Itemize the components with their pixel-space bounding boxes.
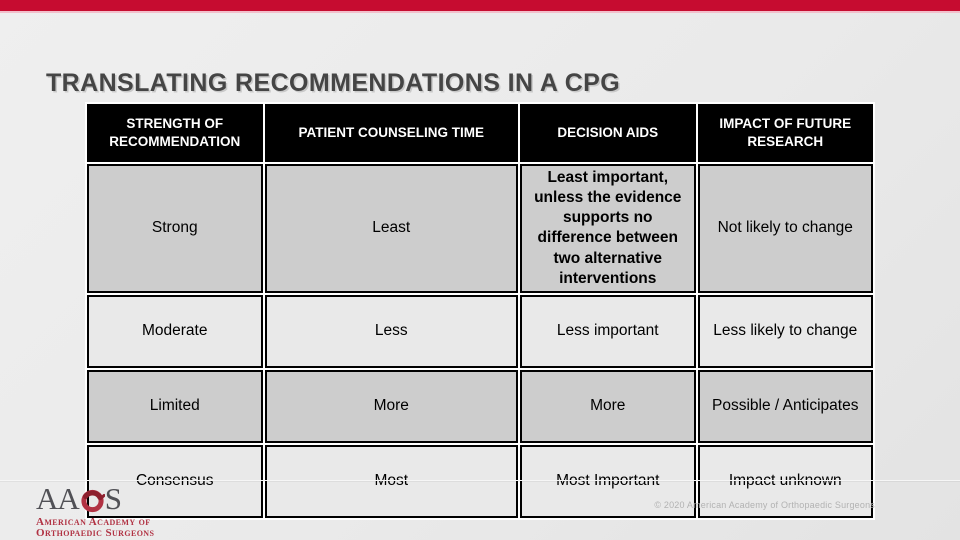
table-row-consensus: Consensus Most Most Important Impact unk… <box>87 444 873 518</box>
table-cell: Impact unknown <box>697 444 873 518</box>
table-row-strong: Strong Least Least important, unless the… <box>87 164 873 293</box>
aaos-logo-letters-right: S <box>104 481 122 516</box>
table-cell: Not likely to change <box>697 164 873 293</box>
table-cell: Strong <box>87 164 263 293</box>
aaos-logo-subtitle-line2: Orthopaedic Surgeons <box>36 526 155 539</box>
table-cell: Most <box>264 444 518 518</box>
column-header-strength: STRENGTH OF RECOMMENDATION <box>87 104 263 162</box>
top-accent-bar <box>0 0 960 11</box>
table-cell: Least <box>264 164 518 293</box>
table-cell: Least important, unless the evidence sup… <box>520 164 696 293</box>
aaos-logo-subtitle: American Academy of Orthopaedic Surgeons <box>36 517 236 538</box>
column-header-counseling-time: PATIENT COUNSELING TIME <box>264 104 518 162</box>
table-cell: More <box>264 369 518 443</box>
aaos-logo-letters-left: AA <box>36 481 80 516</box>
column-header-decision-aids: DECISION AIDS <box>520 104 696 162</box>
table-cell: Moderate <box>87 294 263 368</box>
table-cell: Less <box>264 294 518 368</box>
table-cell: More <box>520 369 696 443</box>
table-cell: Less important <box>520 294 696 368</box>
aaos-logo: AA S American Academy of Orthopaedic Sur… <box>36 481 236 538</box>
table-cell: Possible / Anticipates <box>697 369 873 443</box>
table-cell: Limited <box>87 369 263 443</box>
table-header-row: STRENGTH OF RECOMMENDATION PATIENT COUNS… <box>87 104 873 162</box>
copyright-text: © 2020 American Academy of Orthopaedic S… <box>654 500 875 510</box>
aaos-logo-subtitle-line1: American Academy of <box>36 516 151 528</box>
top-accent-underline <box>0 11 960 13</box>
table-row-limited: Limited More More Possible / Anticipates <box>87 369 873 443</box>
slide-title: TRANSLATING RECOMMENDATIONS IN A CPG <box>46 68 621 97</box>
aaos-logo-o-icon <box>80 488 106 513</box>
table-cell: Less likely to change <box>697 294 873 368</box>
aaos-logo-acronym: AA S <box>36 481 236 516</box>
column-header-future-research: IMPACT OF FUTURE RESEARCH <box>697 104 873 162</box>
footer-divider <box>0 480 960 481</box>
table-row-moderate: Moderate Less Less important Less likely… <box>87 294 873 368</box>
recommendations-table: STRENGTH OF RECOMMENDATION PATIENT COUNS… <box>85 102 875 520</box>
